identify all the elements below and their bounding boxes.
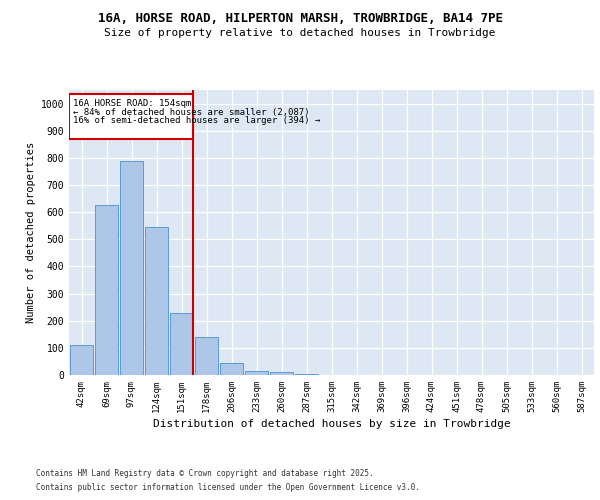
Text: 16A HORSE ROAD: 154sqm: 16A HORSE ROAD: 154sqm xyxy=(73,99,191,108)
Text: Contains public sector information licensed under the Open Government Licence v3: Contains public sector information licen… xyxy=(36,484,420,492)
Bar xyxy=(95,206,118,375)
Y-axis label: Number of detached properties: Number of detached properties xyxy=(26,142,37,323)
Text: ← 84% of detached houses are smaller (2,087): ← 84% of detached houses are smaller (2,… xyxy=(73,108,309,116)
Bar xyxy=(120,160,143,375)
Text: Contains HM Land Registry data © Crown copyright and database right 2025.: Contains HM Land Registry data © Crown c… xyxy=(36,468,374,477)
Bar xyxy=(220,363,243,375)
Bar xyxy=(295,374,318,375)
X-axis label: Distribution of detached houses by size in Trowbridge: Distribution of detached houses by size … xyxy=(152,419,511,429)
Bar xyxy=(270,372,293,375)
Text: Size of property relative to detached houses in Trowbridge: Size of property relative to detached ho… xyxy=(104,28,496,38)
Text: 16A, HORSE ROAD, HILPERTON MARSH, TROWBRIDGE, BA14 7PE: 16A, HORSE ROAD, HILPERTON MARSH, TROWBR… xyxy=(97,12,503,26)
Bar xyxy=(195,337,218,375)
Bar xyxy=(245,371,268,375)
Text: 16% of semi-detached houses are larger (394) →: 16% of semi-detached houses are larger (… xyxy=(73,116,320,126)
Bar xyxy=(69,94,193,139)
Bar xyxy=(170,312,193,375)
Bar xyxy=(145,227,168,375)
Bar xyxy=(70,345,93,375)
